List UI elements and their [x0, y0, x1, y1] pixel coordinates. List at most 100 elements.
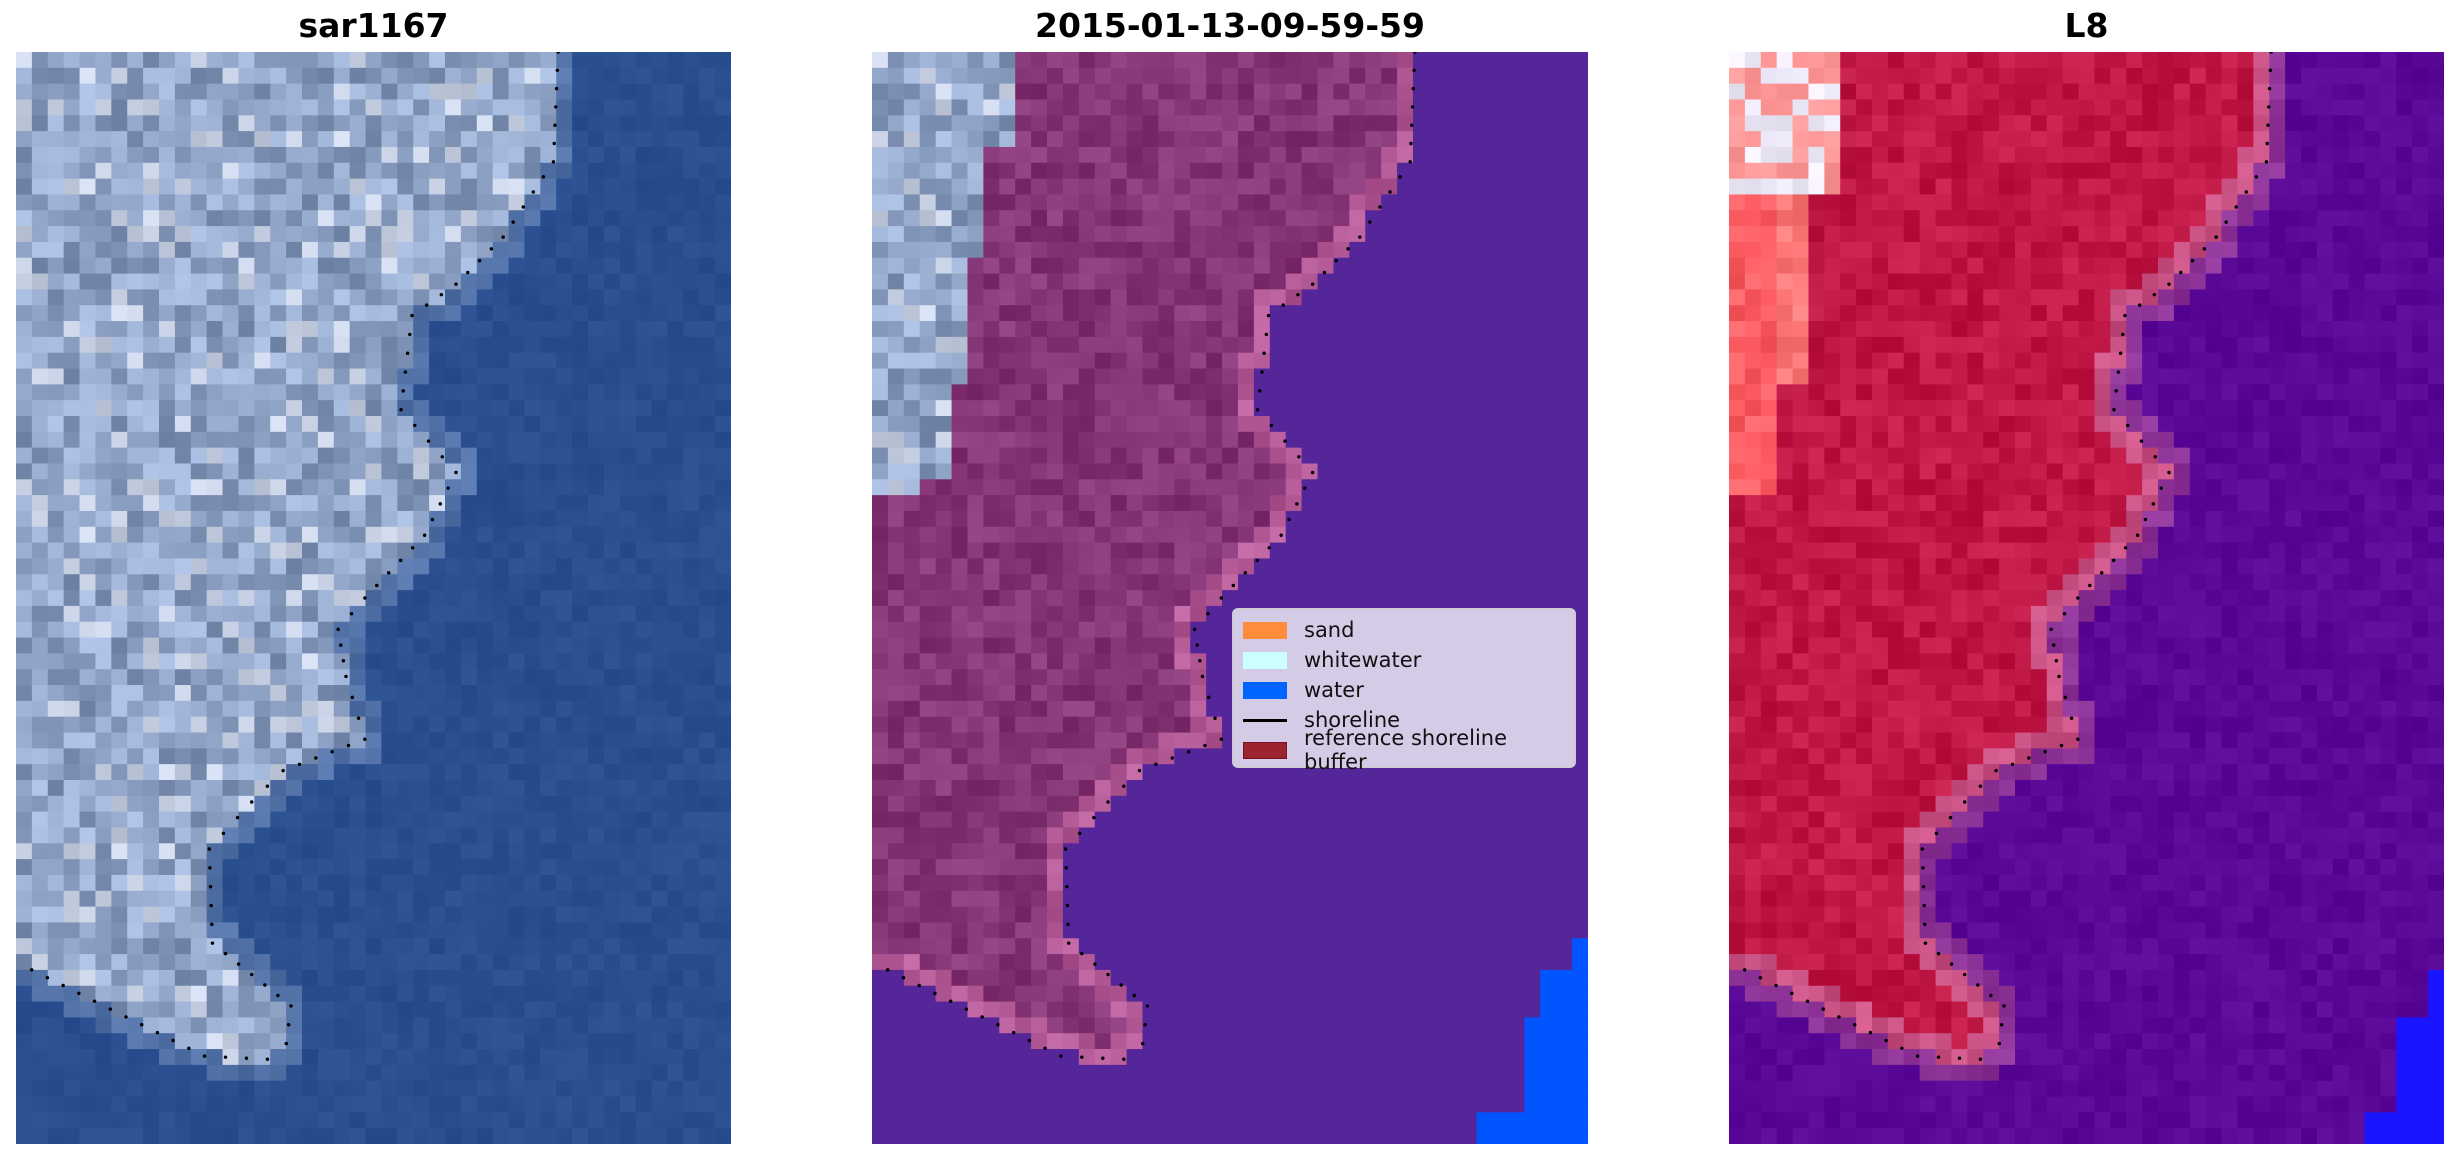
image-pixel	[174, 938, 192, 955]
image-pixel	[127, 874, 144, 892]
image-pixel	[1126, 510, 1144, 528]
image-pixel	[333, 99, 351, 116]
shoreline-point	[210, 941, 215, 945]
image-pixel	[190, 922, 208, 939]
image-pixel	[31, 162, 49, 180]
image-pixel	[1237, 336, 1255, 354]
image-pixel	[1365, 305, 1382, 322]
image-pixel	[254, 226, 271, 243]
image-pixel	[1508, 416, 1525, 433]
image-pixel	[254, 669, 271, 686]
image-pixel	[79, 352, 97, 370]
image-pixel	[47, 1001, 65, 1019]
image-pixel	[1572, 384, 1588, 401]
image-pixel	[1412, 542, 1430, 560]
image-pixel	[349, 1017, 367, 1034]
image-pixel	[635, 1033, 653, 1050]
image-pixel	[1412, 289, 1430, 306]
image-pixel	[79, 874, 97, 892]
image-pixel	[63, 1096, 81, 1113]
image-pixel	[603, 510, 621, 528]
image-pixel	[699, 1128, 716, 1144]
image-pixel	[333, 479, 351, 496]
image-pixel	[1237, 574, 1255, 591]
image-pixel	[572, 194, 589, 211]
image-pixel	[1190, 605, 1207, 623]
image-pixel	[508, 194, 526, 211]
image-pixel	[31, 431, 49, 449]
image-pixel	[31, 795, 49, 813]
image-pixel	[1078, 131, 1096, 148]
image-pixel	[1285, 131, 1303, 148]
image-pixel	[1460, 447, 1478, 465]
image-pixel	[222, 827, 240, 844]
image-pixel	[1397, 194, 1414, 211]
image-pixel	[1269, 257, 1287, 275]
image-pixel	[603, 241, 621, 259]
image-pixel	[540, 1017, 557, 1034]
image-pixel	[619, 764, 637, 781]
image-pixel	[1333, 336, 1350, 354]
image-pixel	[1158, 510, 1175, 528]
image-pixel	[460, 1080, 478, 1098]
image-pixel	[381, 526, 398, 544]
image-pixel	[1110, 52, 1128, 69]
image-pixel	[1237, 479, 1255, 496]
image-pixel	[1572, 526, 1588, 544]
image-pixel	[143, 954, 160, 971]
image-pixel	[967, 416, 985, 433]
image-pixel	[222, 416, 240, 433]
image-pixel	[540, 1112, 557, 1129]
image-pixel	[476, 368, 494, 385]
image-pixel	[667, 558, 684, 575]
image-pixel	[413, 495, 430, 512]
image-pixel	[556, 241, 573, 259]
image-pixel	[556, 162, 573, 180]
image-pixel	[47, 400, 65, 417]
image-pixel	[1047, 352, 1064, 370]
image-pixel	[397, 447, 414, 465]
image-pixel	[572, 685, 589, 702]
image-pixel	[254, 969, 271, 987]
image-pixel	[1174, 590, 1191, 607]
image-pixel	[349, 780, 367, 797]
image-pixel	[1158, 115, 1175, 132]
image-pixel	[508, 321, 526, 338]
image-pixel	[270, 1001, 287, 1019]
image-pixel	[397, 115, 414, 132]
image-pixel	[1206, 637, 1223, 655]
image-pixel	[492, 1096, 510, 1113]
image-pixel	[715, 685, 731, 702]
image-pixel	[159, 685, 176, 702]
image-pixel	[254, 384, 271, 401]
image-pixel	[222, 1033, 240, 1050]
image-pixel	[159, 67, 176, 85]
image-pixel	[872, 400, 889, 417]
image-pixel	[1444, 289, 1462, 306]
image-pixel	[556, 1049, 573, 1066]
image-pixel	[540, 447, 557, 465]
image-pixel	[349, 194, 367, 211]
image-pixel	[635, 827, 653, 844]
image-pixel	[206, 67, 224, 85]
image-pixel	[143, 653, 160, 670]
image-pixel	[603, 764, 621, 781]
image-pixel	[635, 1049, 653, 1066]
image-pixel	[935, 67, 953, 85]
image-pixel	[143, 669, 160, 686]
image-pixel	[572, 922, 589, 939]
image-pixel	[460, 558, 478, 575]
image-pixel	[540, 558, 557, 575]
image-pixel	[111, 336, 128, 354]
image-pixel	[635, 1096, 653, 1113]
image-pixel	[1397, 162, 1414, 180]
image-pixel	[1078, 368, 1096, 385]
image-pixel	[903, 131, 921, 148]
image-pixel	[1412, 368, 1430, 385]
image-pixel	[31, 83, 49, 101]
image-pixel	[1508, 336, 1525, 354]
image-pixel	[603, 178, 621, 196]
image-pixel	[159, 1064, 176, 1082]
image-pixel	[365, 241, 383, 259]
image-pixel	[445, 938, 462, 955]
